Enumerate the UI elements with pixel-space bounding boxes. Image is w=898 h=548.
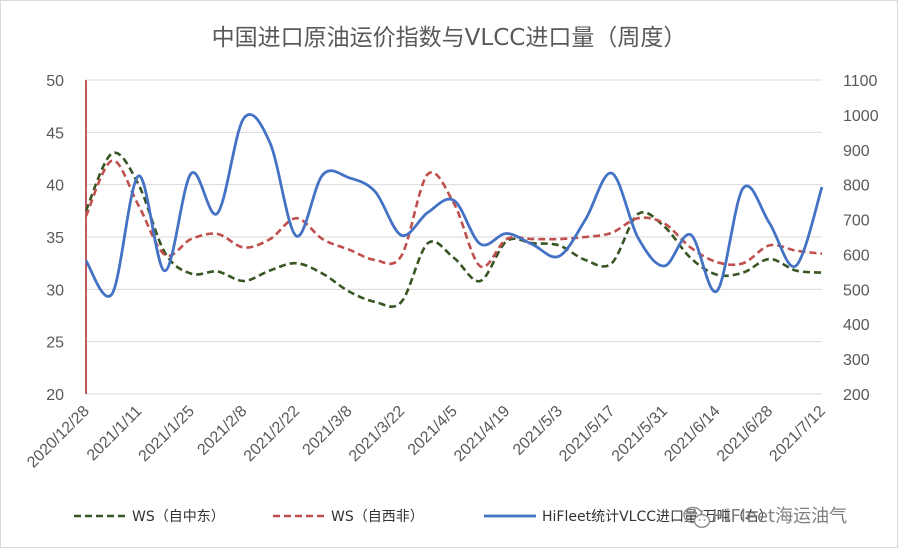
right-tick-label: 200 — [843, 387, 870, 404]
right-tick-label: 900 — [843, 143, 870, 160]
series-line-1 — [84, 151, 823, 308]
gridlines — [86, 79, 822, 395]
legend-label-1: WS（自中东） — [132, 509, 225, 525]
right-tick-label: 700 — [843, 213, 870, 230]
series-line-2 — [84, 159, 823, 269]
right-axis-ticks: 200 300 400 500 600 700 800 900 1000 1100 — [843, 73, 879, 404]
right-tick-label: 1100 — [843, 73, 878, 90]
right-tick-label: 500 — [843, 282, 870, 299]
series-lines — [84, 113, 824, 308]
right-tick-label: 800 — [843, 178, 870, 195]
watermark-text: HiFleet海运油气 — [712, 506, 847, 527]
legend-label-2: WS（自西非） — [331, 509, 424, 525]
left-tick-label: 45 — [46, 125, 64, 142]
right-tick-label: 600 — [843, 247, 870, 264]
right-tick-label: 1000 — [843, 108, 879, 125]
left-tick-label: 40 — [46, 178, 64, 195]
right-tick-label: 300 — [843, 352, 870, 369]
chart-title: 中国进口原油运价指数与VLCC进口量（周度） — [212, 25, 687, 51]
left-tick-label: 50 — [46, 73, 64, 90]
right-tick-label: 400 — [843, 317, 870, 334]
wechat-icon — [683, 506, 711, 529]
series-line-3 — [84, 113, 824, 298]
left-tick-label: 35 — [46, 230, 64, 247]
watermark: HiFleet海运油气 — [683, 506, 847, 529]
left-tick-label: 25 — [46, 335, 64, 352]
left-axis-ticks: 20 25 30 35 40 45 50 — [46, 73, 64, 404]
left-tick-label: 30 — [46, 282, 64, 299]
legend-label-3: HiFleet统计VLCC进口量/万吨（右） — [542, 509, 773, 525]
legend: WS（自中东） WS（自西非） HiFleet统计VLCC进口量/万吨（右） — [74, 509, 773, 525]
left-tick-label: 20 — [46, 387, 64, 404]
